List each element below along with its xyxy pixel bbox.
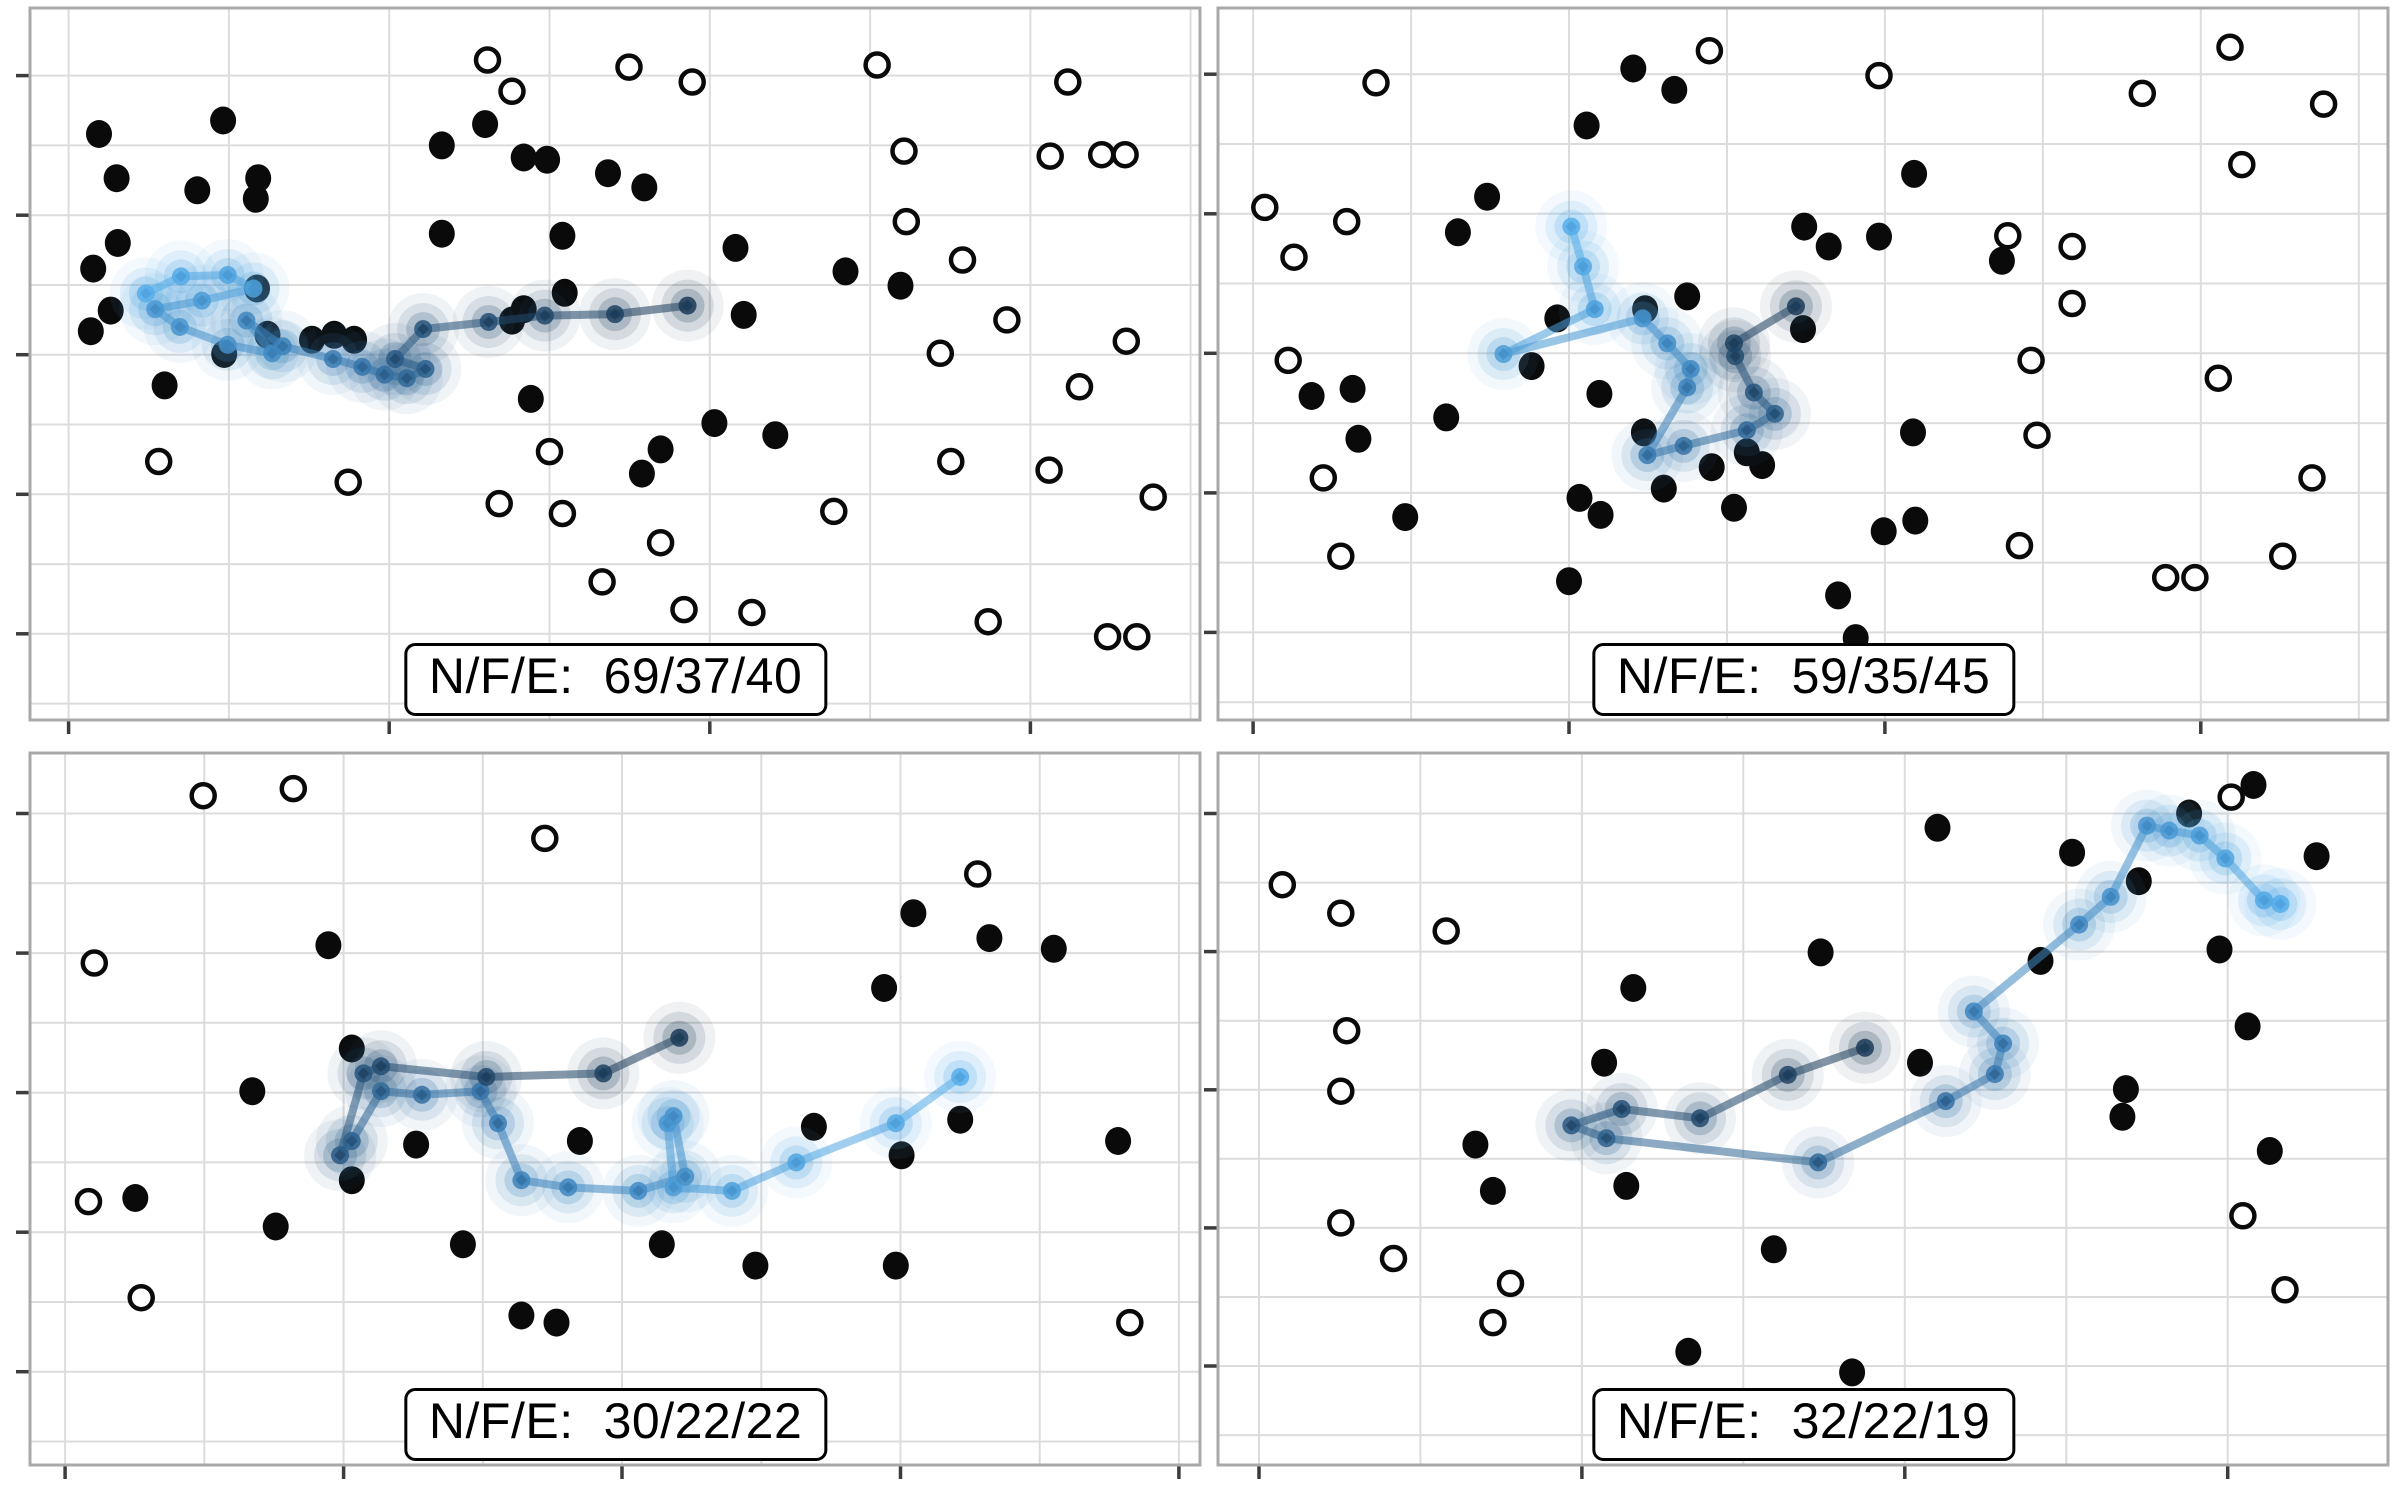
scatter-plot-top-right (1204, 6, 2390, 734)
stats-label-value: 69/37/40 (603, 648, 803, 704)
panel-top-left: N/F/E: 69/37/40 (6, 6, 1206, 751)
stats-label-prefix: N/F/E: (428, 648, 574, 704)
stats-label-prefix: N/F/E: (1616, 648, 1762, 704)
panel-top-right: N/F/E: 59/35/45 (1194, 6, 2394, 751)
stats-label-box: N/F/E: 59/35/45 (1591, 643, 2016, 716)
stats-label-value: 30/22/22 (603, 1393, 803, 1449)
stats-label-prefix: N/F/E: (1616, 1393, 1762, 1449)
scatter-plot-bottom-right (1204, 751, 2390, 1479)
panel-bottom-left: N/F/E: 30/22/22 (6, 751, 1206, 1496)
stats-label-box: N/F/E: 32/22/19 (1591, 1388, 2016, 1461)
stats-label-value: 59/35/45 (1791, 648, 1991, 704)
panel-bottom-right: N/F/E: 32/22/19 (1194, 751, 2394, 1496)
stats-label-box: N/F/E: 30/22/22 (403, 1388, 828, 1461)
stats-label-value: 32/22/19 (1791, 1393, 1991, 1449)
stats-label-box: N/F/E: 69/37/40 (403, 643, 828, 716)
scatter-plot-bottom-left (16, 751, 1202, 1479)
stats-label-prefix: N/F/E: (428, 1393, 574, 1449)
scatter-plot-top-left (16, 6, 1202, 734)
